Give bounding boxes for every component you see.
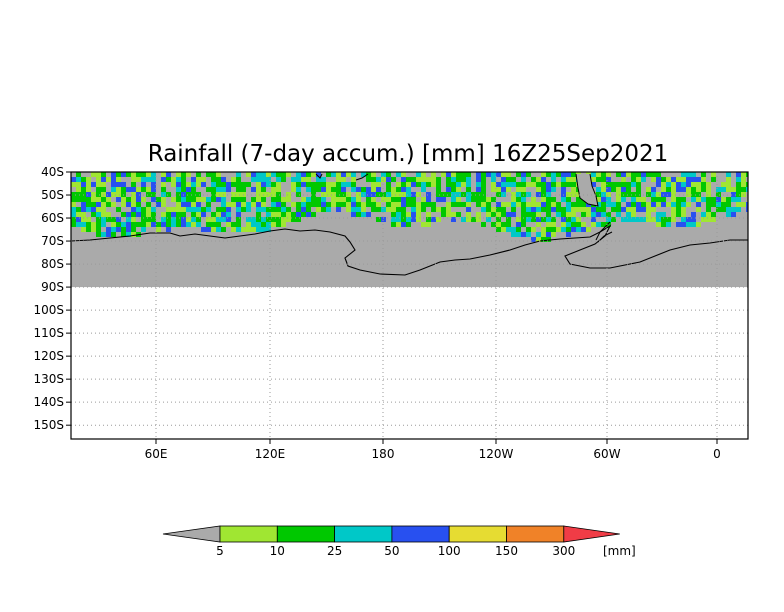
latitude-axis: 40S 50S 60S 70S 80S 90S 100S 110S 120S 130S 140S 15…	[33, 165, 71, 432]
legend-colorbar	[162, 525, 620, 543]
lat-label-50S: 50S	[41, 188, 64, 202]
lat-label-110S: 110S	[33, 326, 64, 340]
lat-label-120S: 120S	[33, 349, 64, 363]
lon-label-60W: 60W	[593, 447, 620, 461]
legend-labels: 5 10 25 50 100 150 300	[216, 544, 575, 558]
lat-label-60S: 60S	[41, 211, 64, 225]
legend-label: 25	[327, 544, 342, 558]
lon-label-180: 180	[372, 447, 395, 461]
legend-swatch	[334, 525, 393, 543]
lon-label-120E: 120E	[255, 447, 286, 461]
legend-swatch-below	[162, 525, 221, 543]
legend-label: 300	[552, 544, 575, 558]
map-panel	[71, 172, 748, 439]
legend-swatch-above	[563, 525, 620, 543]
antarctic-peninsula	[595, 221, 613, 243]
lat-label-130S: 130S	[33, 372, 64, 386]
lon-label-0: 0	[713, 447, 721, 461]
map-gridlines	[71, 172, 748, 439]
antarctica-coastline	[71, 224, 748, 276]
legend-label: 150	[495, 544, 518, 558]
legend-label: 50	[384, 544, 399, 558]
legend-unit: [mm]	[603, 544, 636, 558]
lat-label-150S: 150S	[33, 418, 64, 432]
legend-swatch	[276, 525, 335, 543]
lat-label-80S: 80S	[41, 257, 64, 271]
lat-label-70S: 70S	[41, 234, 64, 248]
longitude-axis: 60E 120E 180 120W 60W 0	[145, 439, 721, 461]
legend: 5 10 25 50 100 150 300 [mm]	[162, 525, 636, 558]
lon-label-60E: 60E	[145, 447, 168, 461]
lat-label-40S: 40S	[41, 165, 64, 179]
new-zealand-coast	[315, 173, 369, 181]
legend-label: 100	[438, 544, 461, 558]
map-frame	[70, 171, 749, 440]
lat-label-90S: 90S	[41, 280, 64, 294]
legend-swatch	[448, 525, 507, 543]
lat-label-140S: 140S	[33, 395, 64, 409]
legend-swatch	[219, 525, 278, 543]
legend-label: 10	[270, 544, 285, 558]
lat-label-100S: 100S	[33, 303, 64, 317]
legend-swatch	[506, 525, 565, 543]
south-america-tip	[575, 173, 599, 207]
legend-label: 5	[216, 544, 224, 558]
legend-swatch	[391, 525, 450, 543]
rainfall-data-band	[71, 172, 748, 288]
lon-label-120W: 120W	[479, 447, 514, 461]
map-title: Rainfall (7-day accum.) [mm] 16Z25Sep202…	[148, 141, 669, 167]
